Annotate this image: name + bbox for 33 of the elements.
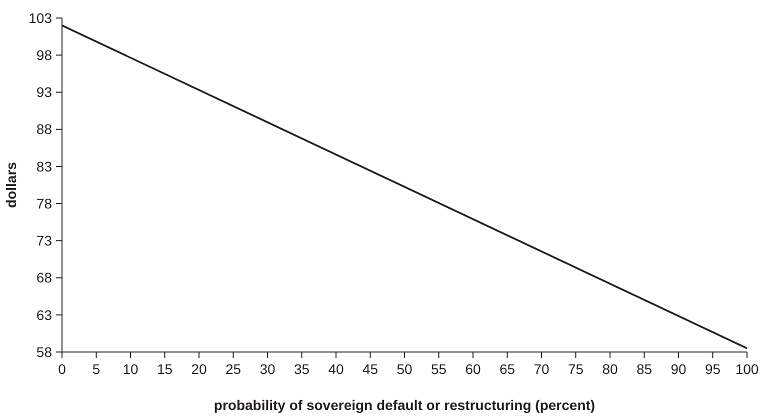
x-tick-label: 30 — [260, 361, 276, 377]
x-tick-label: 75 — [568, 361, 584, 377]
y-tick-label: 68 — [36, 270, 52, 286]
x-tick-label: 70 — [534, 361, 550, 377]
x-tick-label: 95 — [704, 361, 721, 377]
x-tick-label: 25 — [225, 361, 242, 377]
x-tick-label: 45 — [362, 361, 378, 377]
x-tick-label: 85 — [636, 361, 652, 377]
x-tick-label: 80 — [602, 361, 618, 377]
x-axis-title: probability of sovereign default or restructuring (percent) — [214, 397, 596, 413]
x-tick-label: 20 — [191, 361, 207, 377]
y-tick-label: 78 — [36, 195, 52, 212]
x-tick-label: 55 — [430, 361, 447, 377]
y-tick-label: 93 — [36, 84, 52, 100]
y-tick-label: 98 — [36, 47, 52, 64]
x-tick-label: 15 — [156, 361, 173, 377]
y-tick-label: 83 — [36, 158, 52, 174]
y-tick-label: 73 — [36, 232, 52, 249]
x-tick-label: 100 — [735, 361, 759, 377]
x-tick-label: 50 — [396, 361, 412, 377]
x-tick-label: 90 — [670, 361, 686, 377]
x-tick-label: 40 — [328, 361, 344, 377]
x-tick-label: 65 — [499, 361, 516, 377]
x-tick-label: 10 — [122, 361, 138, 377]
y-tick-label: 103 — [28, 10, 52, 26]
y-tick-label: 88 — [36, 121, 52, 138]
y-tick-label: 58 — [36, 344, 52, 360]
y-axis-title: dollars — [3, 162, 19, 208]
x-tick-label: 35 — [294, 361, 310, 377]
y-tick-label: 63 — [36, 306, 52, 323]
x-tick-label: 0 — [58, 361, 66, 377]
x-tick-label: 60 — [465, 361, 481, 377]
x-tick-label: 5 — [92, 361, 100, 377]
